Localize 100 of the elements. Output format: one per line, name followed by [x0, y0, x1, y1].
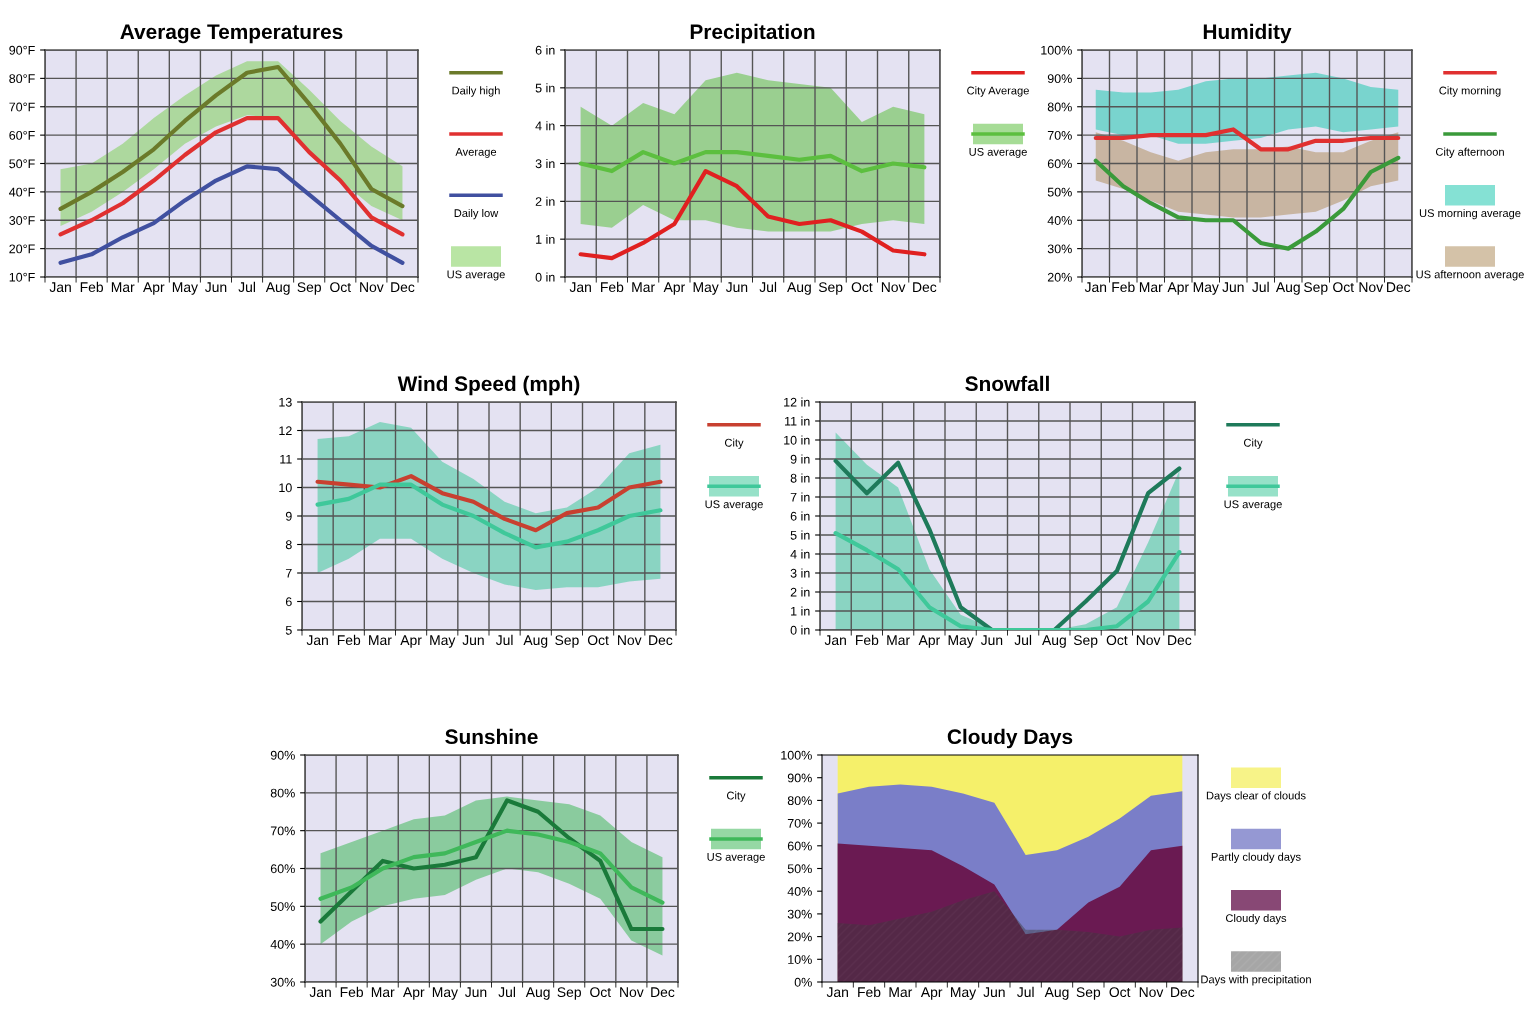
x-tick-label: Jun [462, 635, 484, 646]
x-tick-label: Nov [620, 987, 644, 998]
y-tick-label: 40°F [9, 187, 35, 197]
x-tick-label: Jun [725, 282, 748, 293]
x-tick-label: Apr [918, 635, 940, 648]
x-tick-label: May [693, 282, 719, 295]
legend-label: City morning [1439, 86, 1501, 97]
x-tick-label: Dec [913, 282, 937, 293]
legend-label: Average [455, 148, 497, 158]
y-tick-label: 80% [270, 788, 295, 798]
x-tick-label: Aug [1044, 987, 1069, 1000]
x-tick-label: Jul [498, 986, 515, 998]
x-tick-label: Sep [1076, 987, 1101, 1000]
y-tick-label: 90°F [9, 45, 35, 55]
y-tick-label: 100% [781, 750, 812, 760]
y-tick-label: 2 in [535, 196, 555, 206]
x-tick-label: Jul [238, 281, 255, 293]
x-tick-label: Apr [143, 282, 165, 295]
y-tick-label: 60% [1047, 159, 1072, 169]
legend-label: US average [707, 852, 765, 863]
y-tick-label: 50% [270, 902, 295, 911]
chart-title: Sunshine [445, 728, 538, 745]
legend-label: City afternoon [1435, 147, 1504, 158]
x-tick-label: Jul [1252, 281, 1269, 293]
y-tick-label: 0 in [790, 625, 810, 635]
y-tick-label: 60% [270, 864, 295, 874]
x-tick-label: Jul [495, 634, 513, 646]
line-series [578, 150, 927, 174]
x-tick-label: Apr [920, 987, 943, 1000]
line-series [315, 474, 663, 533]
y-tick-label: 2 in [790, 587, 810, 597]
y-tick-label: 70% [270, 826, 295, 836]
y-tick-label: 0 in [535, 272, 555, 282]
chart-title: Snowfall [965, 375, 1049, 392]
y-tick-label: 10 [279, 483, 292, 493]
y-tick-label: 40% [787, 887, 812, 896]
y-tick-label: 80°F [9, 74, 35, 84]
legend-label: City [1244, 438, 1263, 449]
x-tick-label: Nov [881, 282, 906, 293]
legend-label: Days clear of clouds [1206, 791, 1306, 802]
x-tick-label: Jan [569, 282, 591, 293]
legend-label: Daily low [454, 208, 499, 220]
y-tick-label: 70% [1047, 130, 1072, 140]
x-tick-label: May [951, 987, 977, 1000]
x-tick-label: May [1193, 282, 1219, 295]
x-tick-label: Jun [204, 282, 227, 293]
y-tick-label: 90% [270, 750, 295, 760]
x-tick-label: Feb [856, 634, 879, 646]
x-tick-label: May [948, 635, 974, 648]
y-tick-label: 6 in [790, 511, 810, 521]
y-tick-label: 100% [1041, 45, 1072, 55]
x-tick-label: Mar [632, 282, 655, 293]
line-series [1093, 155, 1401, 251]
y-tick-label: 50% [787, 864, 812, 874]
x-tick-label: Nov [1136, 635, 1161, 646]
x-tick-label: Jan [1084, 282, 1107, 293]
x-tick-label: Jun [464, 987, 487, 998]
x-tick-label: Sep [555, 635, 579, 648]
y-tick-label: 90% [1047, 74, 1072, 84]
y-tick-label: 30% [270, 977, 295, 987]
y-tick-label: 9 in [790, 454, 810, 464]
line-series [833, 531, 1182, 630]
legend-label: Daily high [452, 86, 500, 97]
x-tick-label: Feb [1112, 281, 1135, 293]
legend-label: Cloudy days [1225, 913, 1287, 925]
y-tick-label: 20% [1047, 272, 1072, 282]
x-tick-label: Aug [1275, 282, 1300, 295]
x-tick-label: Jul [1017, 986, 1034, 998]
x-tick-label: Jul [1014, 634, 1032, 646]
y-tick-label: 90% [787, 773, 812, 783]
chart-title: Average Temperatures [120, 24, 343, 44]
y-tick-label: 10°F [9, 272, 35, 282]
x-tick-label: Jul [759, 281, 777, 293]
x-tick-label: Jan [824, 635, 846, 646]
chart-title: Precipitation [690, 23, 815, 44]
line-series [578, 168, 927, 261]
y-tick-label: 30% [1047, 244, 1072, 254]
legend-label: US morning average [1419, 208, 1521, 220]
y-tick-label: 30% [787, 909, 812, 919]
y-tick-label: 40% [270, 939, 295, 949]
x-tick-label: May [430, 635, 456, 648]
chart-title: Wind Speed (mph) [397, 375, 580, 396]
x-tick-label: Feb [337, 634, 361, 646]
x-tick-label: May [432, 987, 458, 1000]
x-tick-label: Mar [1139, 282, 1163, 293]
x-tick-label: Sep [557, 987, 581, 1000]
y-tick-label: 3 in [790, 568, 810, 578]
x-tick-label: Apr [400, 635, 422, 648]
legend-label: US average [705, 500, 763, 511]
x-tick-label: Dec [1387, 282, 1411, 293]
x-tick-label: Dec [1168, 635, 1192, 646]
chart-title: Humidity [1203, 23, 1292, 44]
x-tick-label: Apr [403, 987, 425, 1000]
y-tick-label: 70% [787, 818, 812, 828]
x-tick-label: Sep [818, 282, 843, 295]
line-series [58, 164, 405, 265]
line-series [318, 828, 665, 905]
x-tick-label: Oct [330, 282, 351, 293]
x-tick-label: Mar [111, 282, 135, 293]
y-tick-label: 7 in [790, 492, 810, 502]
